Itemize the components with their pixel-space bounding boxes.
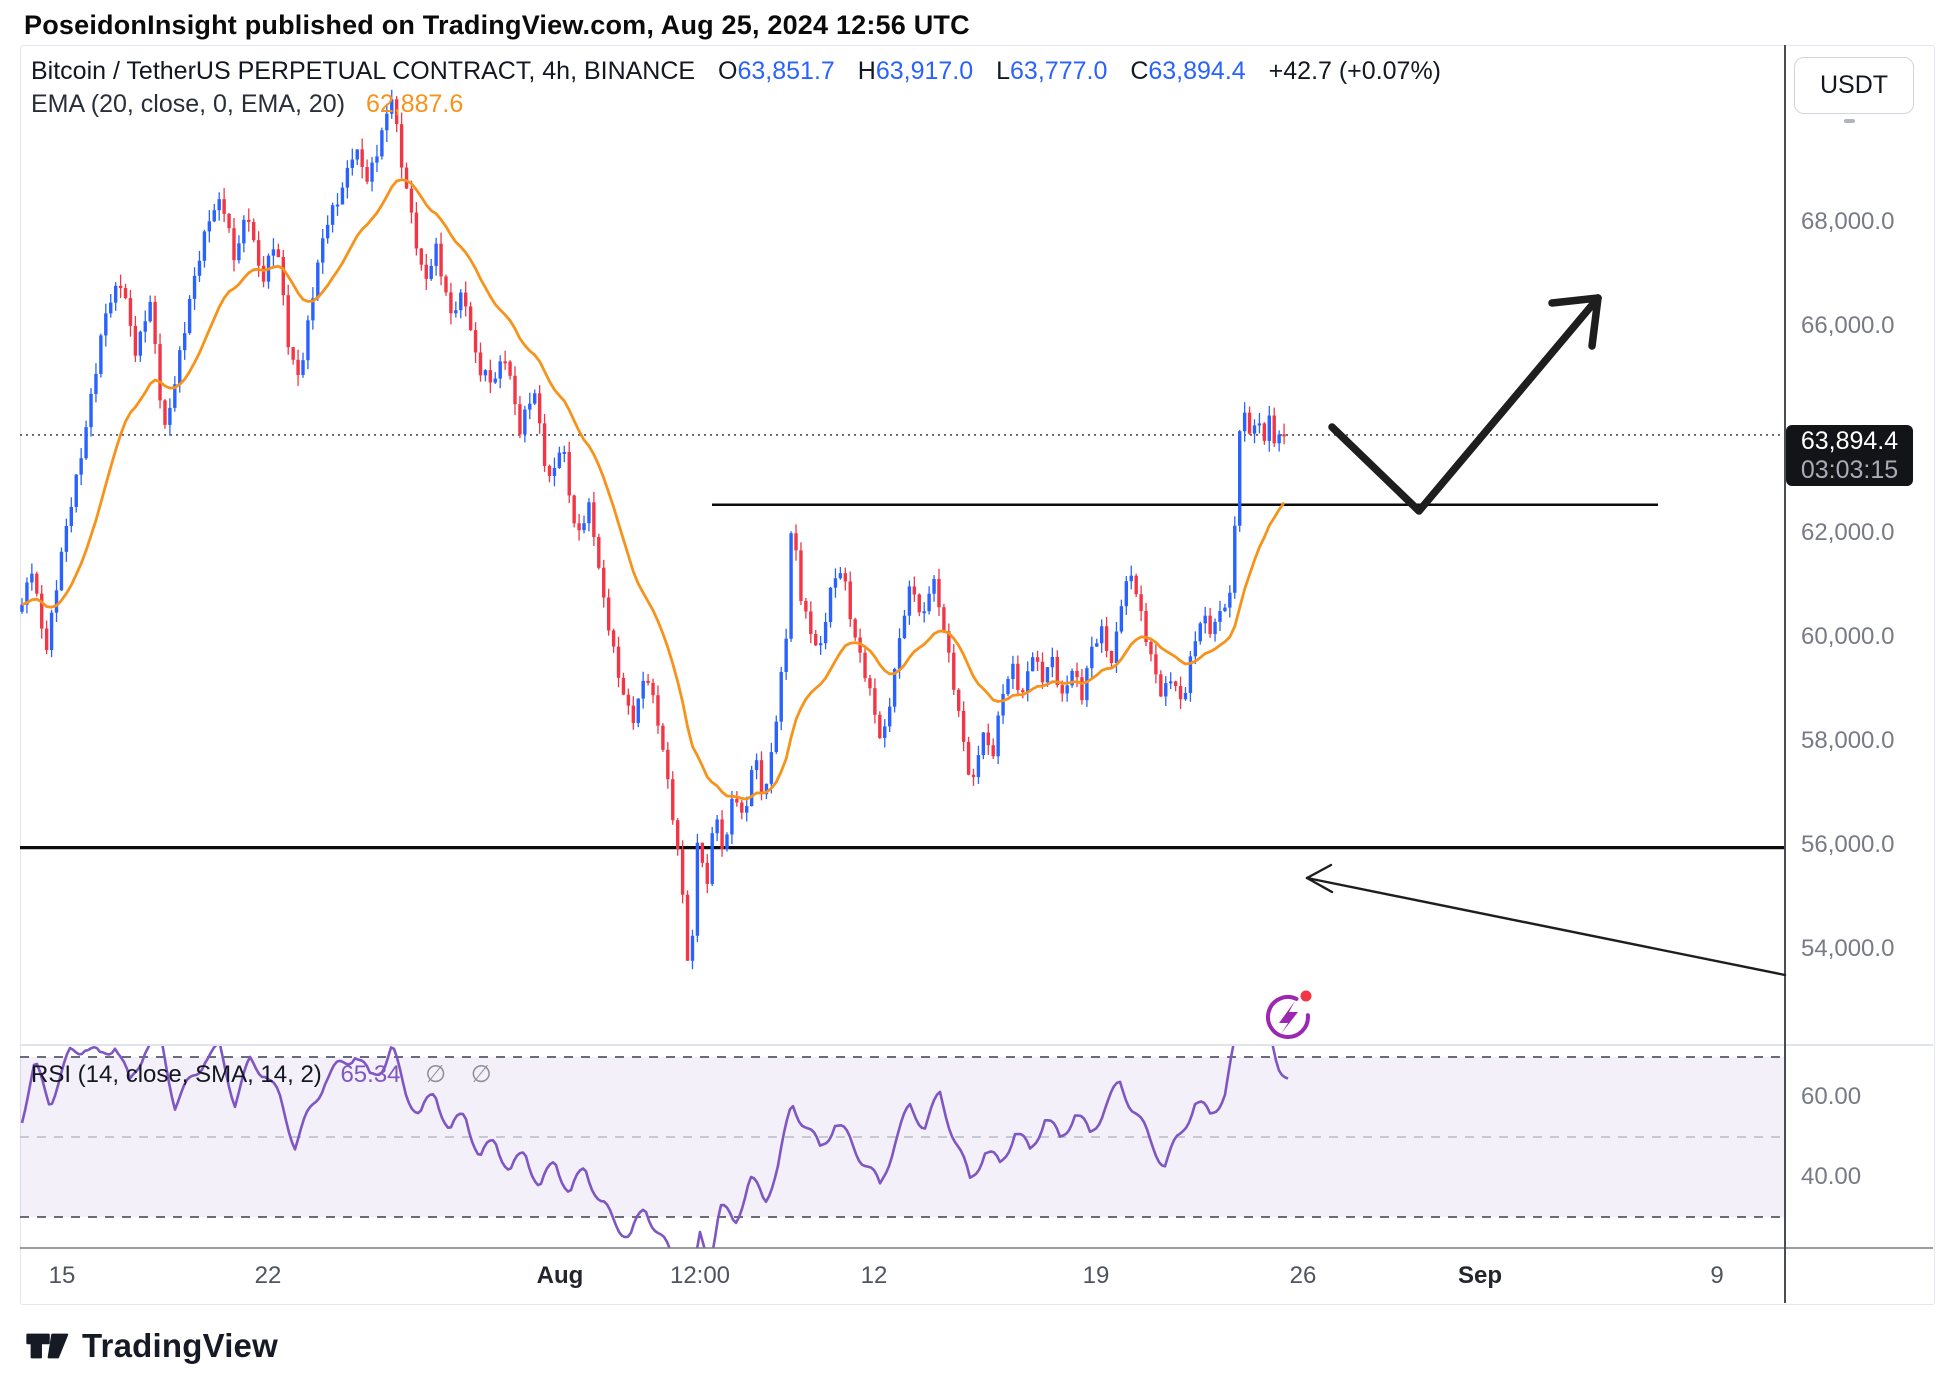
price-tick-label: 62,000.0 [1801,519,1895,547]
tradingview-brand-link[interactable]: TradingView [26,1326,278,1366]
bar-countdown: 03:03:15 [1800,455,1899,484]
tradingview-logo-icon [26,1333,69,1359]
price-tick-label: 66,000.0 [1801,311,1895,339]
flash-streak-icon[interactable] [1265,990,1312,1039]
high-value: 63,917.0 [875,57,974,85]
time-tick-label: 9 [1710,1262,1724,1289]
time-tick-label: 26 [1289,1262,1317,1289]
pointer-arrow-drawing[interactable] [1305,863,1787,977]
rsi-empty-value-1: ∅ [425,1061,447,1088]
time-tick-label: 12 [860,1262,888,1289]
chart-card [20,45,1935,1305]
open-value: 63,851.7 [737,57,835,85]
time-tick-label: 15 [48,1262,76,1289]
symbol-legend: Bitcoin / TetherUS PERPETUAL CONTRACT, 4… [31,57,1441,86]
rsi-legend: RSI (14, close, SMA, 14, 2) 65.34 ∅ ∅ [31,1060,492,1089]
rsi-value: 65.34 [340,1061,401,1088]
time-tick-label: 22 [254,1262,282,1289]
change-value: +42.7 (+0.07%) [1268,57,1441,85]
low-value: 63,777.0 [1010,57,1108,85]
close-value: 63,894.4 [1148,57,1246,85]
last-price-badge[interactable]: 63,894.4 03:03:15 [1786,425,1913,486]
currency-toggle-button[interactable]: USDT [1794,57,1914,114]
ema-label: EMA (20, close, 0, EMA, 20) [31,90,346,118]
price-tick-label: 56,000.0 [1801,831,1895,858]
rsi-tick-label: 40.00 [1801,1163,1862,1190]
time-tick-label: 12:00 [669,1262,731,1289]
time-tick-label: Sep [1457,1262,1503,1289]
close-label: C [1130,57,1149,85]
open-label: O [718,57,738,85]
price-tick-label: 58,000.0 [1801,727,1895,755]
ema-legend: EMA (20, close, 0, EMA, 20) 62,887.6 [31,90,463,119]
high-label: H [857,57,876,85]
rsi-label: RSI (14, close, SMA, 14, 2) [31,1061,322,1088]
streak-dot-icon [1300,990,1312,1002]
check-arrow-drawing[interactable] [1328,294,1602,515]
last-price: 63,894.4 [1800,426,1899,455]
price-tick-label: 54,000.0 [1801,934,1895,962]
ema-line[interactable] [21,178,1286,801]
rsi-empty-value-2: ∅ [470,1061,492,1088]
time-tick-label: Aug [536,1262,584,1289]
price-tick-label: 60,000.0 [1801,623,1895,651]
time-tick-label: 19 [1082,1262,1110,1289]
rsi-tick-label: 60.00 [1801,1083,1862,1110]
price-tick-label: 68,000.0 [1801,207,1895,235]
publish-header: PoseidonInsight published on TradingView… [24,10,970,40]
axis-dash-icon [1844,119,1855,123]
ema-value: 62,887.6 [365,90,464,118]
low-label: L [996,57,1011,85]
symbol-title: Bitcoin / TetherUS PERPETUAL CONTRACT, 4… [31,57,696,85]
candlestick-series[interactable] [20,89,1286,970]
rsi-series[interactable] [20,1023,1289,1296]
brand-text: TradingView [82,1327,278,1364]
